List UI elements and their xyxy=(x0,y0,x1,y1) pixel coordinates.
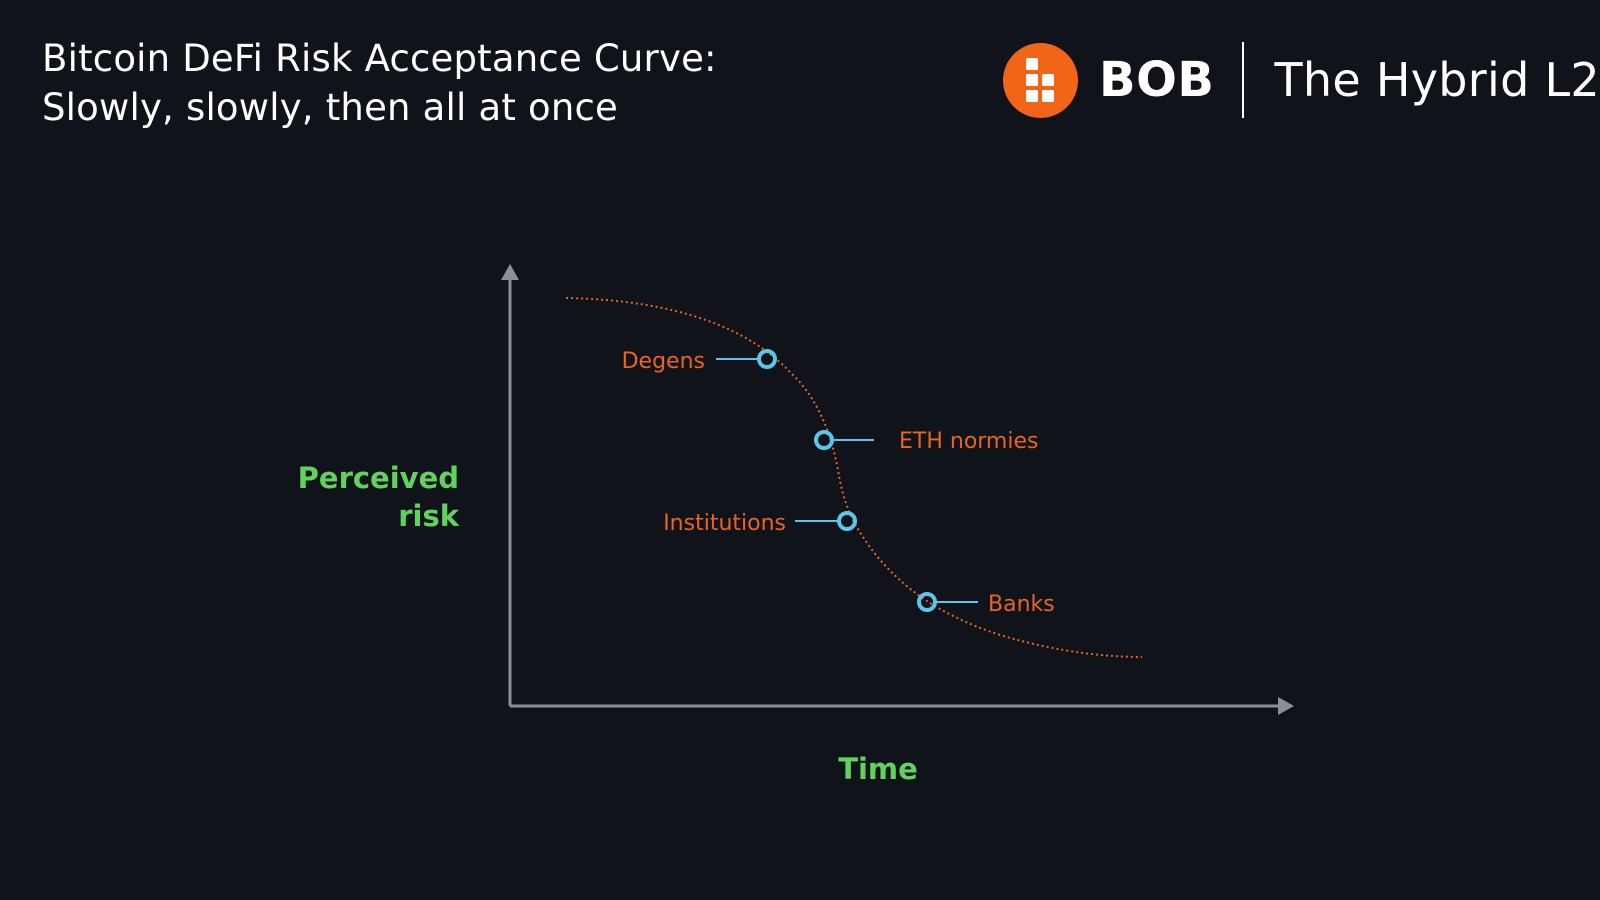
marker-banks xyxy=(917,592,937,612)
brand-divider xyxy=(1242,42,1245,118)
x-axis-label: Time xyxy=(838,752,918,786)
label-eth-normies: ETH normies xyxy=(899,429,1038,454)
brand-name: BOB xyxy=(1099,52,1215,108)
page-title: Bitcoin DeFi Risk Acceptance Curve: Slow… xyxy=(42,34,717,132)
marker-institutions xyxy=(837,511,857,531)
label-institutions: Institutions xyxy=(663,511,786,536)
marker-eth-normies xyxy=(814,430,834,450)
point-degens: Degens xyxy=(622,349,777,374)
y-axis-label-line-1: Perceived xyxy=(298,461,459,495)
title-line-1: Bitcoin DeFi Risk Acceptance Curve: xyxy=(42,37,717,80)
marker-degens xyxy=(757,349,777,369)
point-banks: Banks xyxy=(917,592,1055,617)
label-degens: Degens xyxy=(622,349,705,374)
brand-tagline: The Hybrid L2 xyxy=(1274,53,1600,107)
point-institutions: Institutions xyxy=(663,511,857,536)
y-axis-label-line-2: risk xyxy=(398,499,460,533)
x-axis-arrow-icon xyxy=(1278,697,1294,715)
title-line-2: Slowly, slowly, then all at once xyxy=(42,86,618,129)
y-axis-arrow-icon xyxy=(501,264,519,280)
label-banks: Banks xyxy=(988,592,1055,617)
brand-header: BOB The Hybrid L2 xyxy=(1003,42,1600,118)
bob-logo-icon xyxy=(1003,42,1078,118)
point-eth-normies: ETH normies xyxy=(814,429,1038,454)
risk-curve xyxy=(565,297,1143,658)
